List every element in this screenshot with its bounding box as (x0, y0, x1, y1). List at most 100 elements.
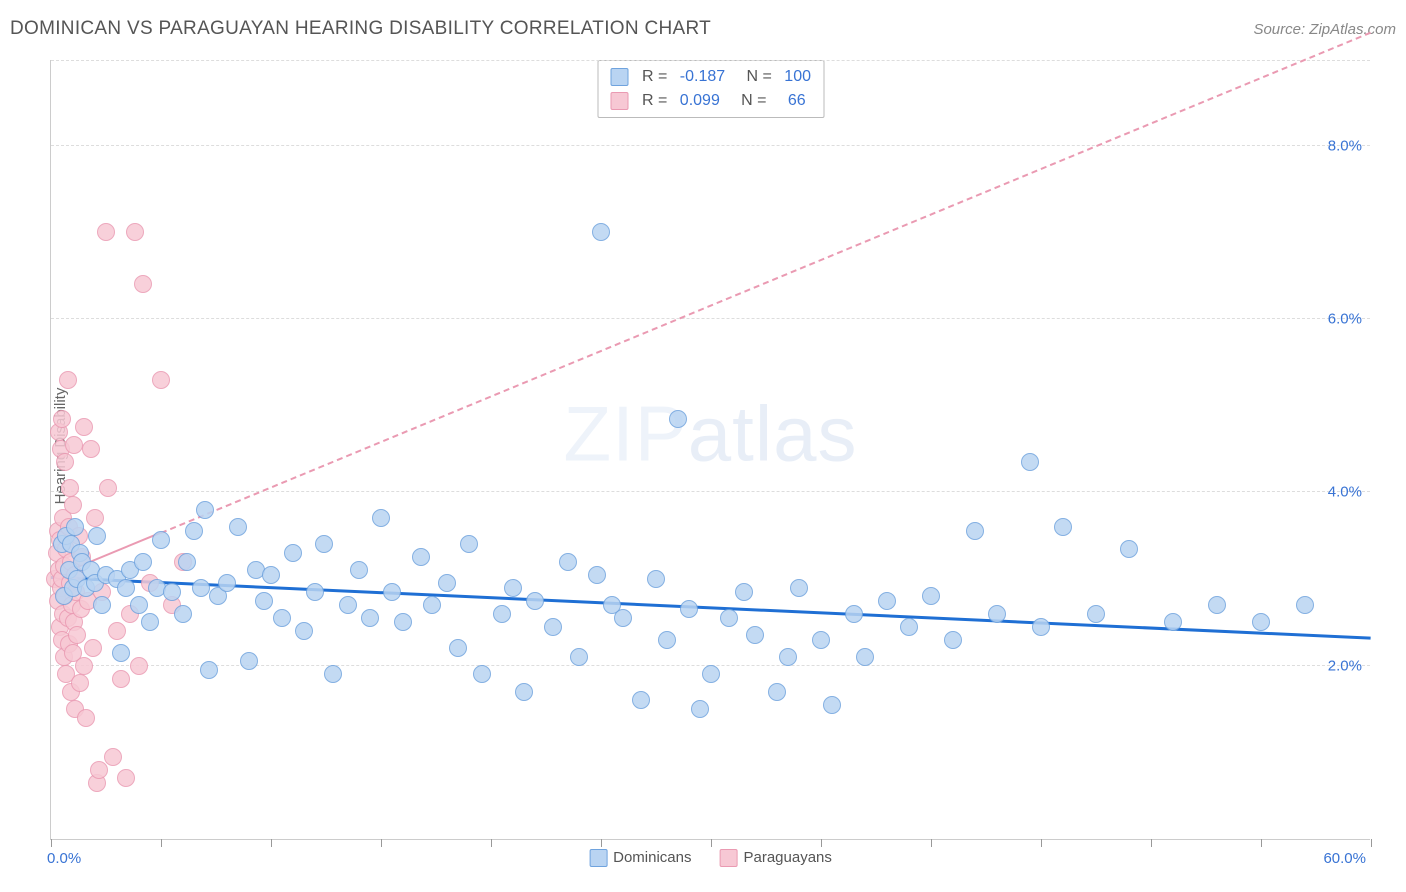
data-point (112, 670, 130, 688)
data-point (423, 596, 441, 614)
data-point (196, 501, 214, 519)
data-point (449, 639, 467, 657)
data-point (790, 579, 808, 597)
x-tick (711, 839, 712, 847)
data-point (1252, 613, 1270, 631)
data-point (141, 613, 159, 631)
data-point (1208, 596, 1226, 614)
data-point (1021, 453, 1039, 471)
data-point (702, 665, 720, 683)
data-point (383, 583, 401, 601)
data-point (240, 652, 258, 670)
data-point (1032, 618, 1050, 636)
data-point (812, 631, 830, 649)
data-point (104, 748, 122, 766)
data-point (134, 275, 152, 293)
gridline (51, 145, 1370, 146)
data-point (185, 522, 203, 540)
data-point (97, 223, 115, 241)
y-tick-label: 4.0% (1328, 484, 1362, 501)
data-point (372, 509, 390, 527)
data-point (559, 553, 577, 571)
data-point (361, 609, 379, 627)
x-tick (1041, 839, 1042, 847)
data-point (1296, 596, 1314, 614)
data-point (130, 657, 148, 675)
data-point (746, 626, 764, 644)
data-point (75, 657, 93, 675)
chart-header: DOMINICAN VS PARAGUAYAN HEARING DISABILI… (10, 18, 1396, 40)
data-point (570, 648, 588, 666)
data-point (77, 709, 95, 727)
y-tick-label: 8.0% (1328, 137, 1362, 154)
data-point (108, 622, 126, 640)
data-point (56, 453, 74, 471)
x-tick (931, 839, 932, 847)
data-point (658, 631, 676, 649)
gridline (51, 491, 1370, 492)
data-point (255, 592, 273, 610)
data-point (1087, 605, 1105, 623)
data-point (473, 665, 491, 683)
data-point (588, 566, 606, 584)
data-point (71, 674, 89, 692)
legend-swatch (610, 92, 628, 110)
data-point (99, 479, 117, 497)
data-point (174, 605, 192, 623)
data-point (504, 579, 522, 597)
data-point (823, 696, 841, 714)
data-point (68, 626, 86, 644)
data-point (117, 579, 135, 597)
data-point (178, 553, 196, 571)
data-point (84, 639, 102, 657)
data-point (680, 600, 698, 618)
data-point (526, 592, 544, 610)
data-point (878, 592, 896, 610)
data-point (218, 574, 236, 592)
data-point (544, 618, 562, 636)
x-tick-label: 0.0% (47, 850, 81, 867)
data-point (720, 609, 738, 627)
x-tick-label: 60.0% (1323, 850, 1366, 867)
legend-item: Dominicans (589, 849, 691, 867)
data-point (647, 570, 665, 588)
watermark: ZIPatlas (563, 388, 857, 479)
data-point (306, 583, 324, 601)
gridline (51, 60, 1370, 61)
data-point (93, 596, 111, 614)
data-point (988, 605, 1006, 623)
data-point (86, 509, 104, 527)
data-point (53, 410, 71, 428)
legend-swatch (610, 68, 628, 86)
chart-title: DOMINICAN VS PARAGUAYAN HEARING DISABILI… (10, 18, 711, 40)
data-point (152, 371, 170, 389)
data-point (75, 418, 93, 436)
data-point (262, 566, 280, 584)
data-point (922, 587, 940, 605)
data-point (669, 410, 687, 428)
stats-row: R = -0.187 N = 100 (610, 65, 811, 89)
legend-swatch (719, 849, 737, 867)
data-point (1054, 518, 1072, 536)
x-tick (1371, 839, 1372, 847)
data-point (515, 683, 533, 701)
data-point (61, 479, 79, 497)
data-point (779, 648, 797, 666)
data-point (295, 622, 313, 640)
legend-item: Paraguayans (719, 849, 831, 867)
data-point (152, 531, 170, 549)
chart-source: Source: ZipAtlas.com (1253, 21, 1396, 38)
data-point (350, 561, 368, 579)
data-point (412, 548, 430, 566)
data-point (126, 223, 144, 241)
y-tick-label: 6.0% (1328, 311, 1362, 328)
gridline (51, 318, 1370, 319)
stats-box: R = -0.187 N = 100R = 0.099 N = 66 (597, 60, 824, 118)
data-point (944, 631, 962, 649)
stats-row: R = 0.099 N = 66 (610, 89, 811, 113)
data-point (64, 496, 82, 514)
data-point (65, 436, 83, 454)
data-point (284, 544, 302, 562)
data-point (856, 648, 874, 666)
data-point (112, 644, 130, 662)
